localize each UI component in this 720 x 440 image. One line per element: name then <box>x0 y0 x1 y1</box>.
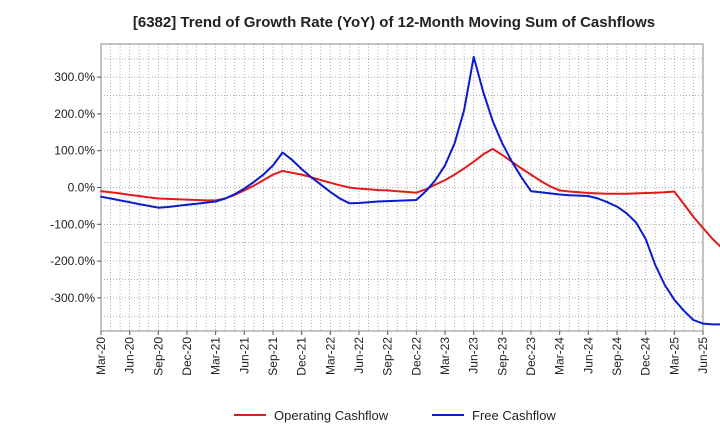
x-tick-label: Sep-22 <box>381 337 395 376</box>
y-tick-label: -100.0% <box>50 217 95 231</box>
plot-area: 300.0% 200.0% 100.0% 0.0% -100.0% -200.0% -300… <box>50 43 720 376</box>
y-tick-label: 300.0% <box>54 70 95 84</box>
x-tick-label: Jun-22 <box>352 337 366 374</box>
x-tick-label: Mar-21 <box>209 337 223 375</box>
y-tick-label: -200.0% <box>50 254 95 268</box>
x-tick-label: Sep-20 <box>151 337 165 376</box>
x-tick-label: Jun-23 <box>467 337 481 374</box>
x-tick-label: Sep-23 <box>495 337 509 376</box>
chart-title: [6382] Trend of Growth Rate (YoY) of 12-… <box>133 14 655 31</box>
x-tick-label: Sep-21 <box>266 337 280 376</box>
legend-label-free-cashflow: Free Cashflow <box>472 408 556 423</box>
legend-label-operating-cashflow: Operating Cashflow <box>274 408 389 423</box>
x-tick-label: Sep-24 <box>610 337 624 376</box>
x-tick-label: Jun-24 <box>581 337 595 374</box>
x-tick-label: Jun-25 <box>696 337 710 374</box>
x-tick-label: Jun-20 <box>123 337 137 374</box>
operating-cashflow-line <box>100 147 720 248</box>
x-tick-label: Mar-25 <box>667 337 681 375</box>
x-tick-label: Jun-21 <box>237 337 251 374</box>
legend: Operating Cashflow Free Cashflow <box>234 408 556 423</box>
x-tick-label: Dec-23 <box>524 337 538 376</box>
y-tick-label: 0.0% <box>68 181 96 195</box>
x-tick-label: Mar-20 <box>94 337 108 375</box>
x-tick-label: Dec-24 <box>639 337 653 376</box>
x-tick-label: Dec-21 <box>295 337 309 376</box>
x-tick-label: Mar-24 <box>553 337 567 375</box>
y-tick-label: 100.0% <box>54 144 95 158</box>
y-tick-label: -300.0% <box>50 291 95 305</box>
y-tick-label: 200.0% <box>54 107 95 121</box>
x-tick-label: Mar-23 <box>438 337 452 375</box>
x-tick-label: Mar-22 <box>323 337 337 375</box>
x-tick-label: Dec-20 <box>180 337 194 376</box>
free-cashflow-line <box>100 55 720 326</box>
x-tick-label: Dec-22 <box>409 337 423 376</box>
